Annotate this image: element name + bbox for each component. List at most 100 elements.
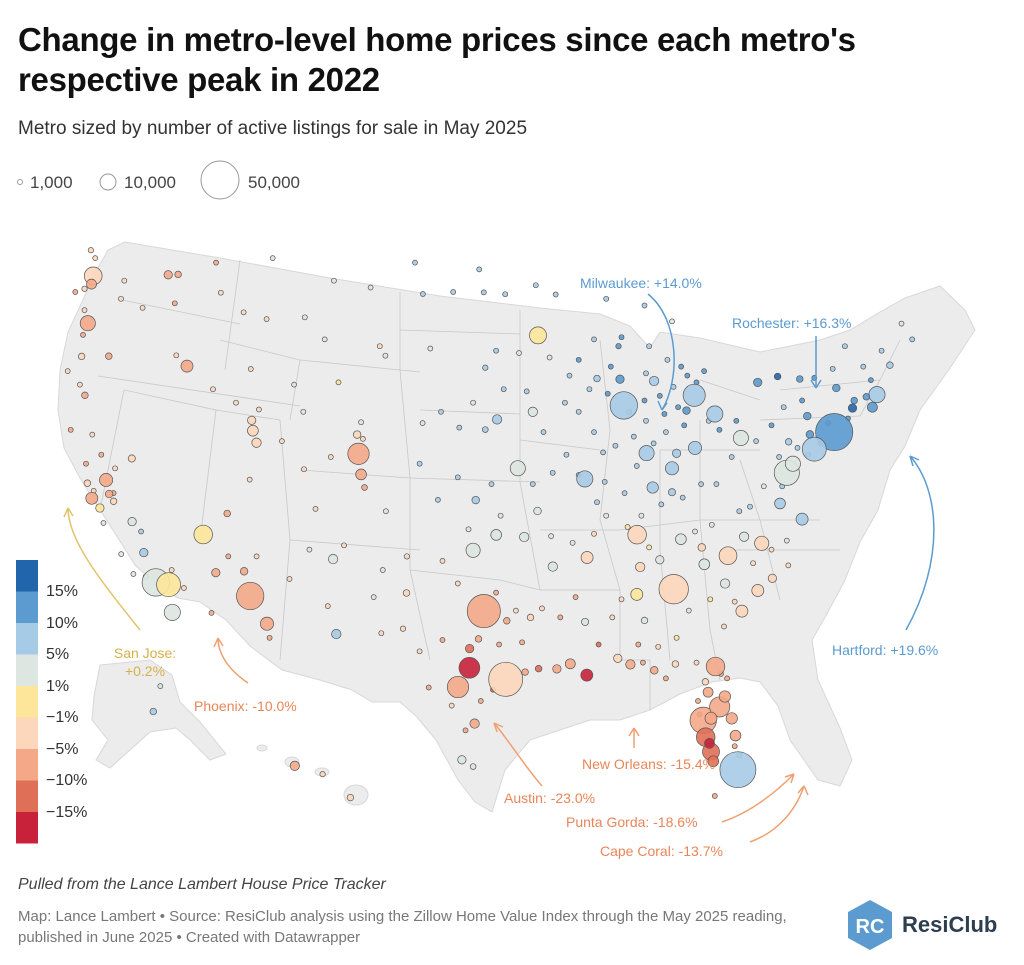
metro-bubble [217,289,224,296]
metro-bubble-small [324,603,331,609]
metro-bubble [519,531,530,543]
metro-bubble-small [860,363,867,370]
metro-bubble-small [681,422,688,429]
metro-bubble-small [516,350,522,356]
metro-bubble-small [496,641,502,648]
metro-bubble-small [549,469,556,476]
metro-bubble [79,315,96,332]
metro-bubble-small [842,343,848,350]
size-legend-circle-large [200,160,240,200]
color-legend-swatch [16,654,38,686]
metro-bubble [457,755,467,765]
metro-bubble [180,359,194,373]
san-jose-arrowhead [63,507,74,518]
metro-bubble [718,690,731,703]
metro-bubble [773,372,782,381]
metro-bubble [469,763,477,770]
metro-bubble [193,524,213,545]
metro-bubble [688,440,702,455]
metro-bubble [87,247,94,254]
milwaukee-arrow [647,293,675,411]
size-legend-label-large: 50,000 [248,173,300,192]
metro-bubble-small [331,277,337,284]
austin-arrowhead [493,722,504,733]
metro-bubble [627,525,647,545]
metro-bubble [521,668,529,676]
metro-bubble [211,568,221,578]
metro-bubble [355,468,367,481]
metro-bubble-small [448,702,455,709]
metro-bubble [139,548,149,558]
metro-bubble-small [454,474,461,481]
metro-bubble-small [736,508,743,515]
metro-bubble-small [562,399,568,406]
color-legend-label-neg5: −5% [46,741,78,758]
color-legend-label-15: 15% [46,583,78,600]
metro-bubble-small [470,399,476,406]
austin-arrow [493,722,543,787]
metro-bubble [465,644,475,654]
metro-bubble-small [909,336,916,343]
metro-bubble-small [898,320,905,327]
metro-bubble [527,406,538,417]
metro-bubble [646,481,659,494]
metro-bubble-small [77,381,83,388]
metro-bubble-small [416,648,423,655]
metro-bubble-small [321,336,328,343]
metro-bubble-small [540,429,547,435]
size-legend-label-medium: 10,000 [124,173,176,192]
metro-bubble-small [701,368,707,374]
color-legend-swatch [16,591,38,623]
chart-title: Change in metro-level home prices since … [18,21,856,98]
metro-bubble-small [454,580,461,587]
metro-bubble-small [213,259,219,266]
metro-bubble-small [594,499,600,506]
color-legend-label-10: 10% [46,615,78,632]
metro-bubble-small [378,630,385,637]
metro-bubble-small [539,605,545,612]
metro-bubble-small [603,295,610,302]
metro-bubble [85,491,99,505]
metro-bubble [832,383,841,393]
milwaukee-label: Milwaukee: +14.0% [580,275,702,291]
metro-bubble [615,343,622,350]
metro-bubble [655,555,665,565]
color-legend-swatch [16,686,38,718]
metro-bubble [650,666,659,675]
metro-bubble [482,426,489,433]
metro-bubble [815,413,854,452]
metro-bubble [83,479,92,487]
color-legend-swatch [16,749,38,781]
metro-bubble-small [618,596,625,603]
color-legend-swatch [16,812,38,844]
metro-bubble [672,448,682,458]
metro-bubble [480,289,487,296]
metro-bubble-small [513,607,519,614]
phoenix-arrow [217,637,249,684]
metro-bubble-small [523,388,530,395]
metro-bubble-small [327,454,334,460]
metro-bubble [803,411,812,421]
metro-bubble-small [476,266,483,273]
metro-bubble [850,396,858,405]
metro-bubble [174,270,182,279]
rochester-label: Rochester: +16.3% [732,315,851,331]
metro-bubble [247,424,259,437]
color-legend-labels: 15% 10% 5% 1% −1% −5% −10% −15% [46,583,87,821]
metro-bubble-small [768,422,775,429]
metro-bubble-small [246,476,253,483]
metro-bubble [615,374,625,384]
metro-bubble-small [618,334,625,341]
metro-bubble [665,461,679,476]
metro-bubble-small [760,483,767,490]
metro-bubble-small [208,610,215,616]
metro-bubble-small [370,594,377,600]
color-legend-swatch [16,780,38,812]
hartford-arrowhead [909,455,920,467]
metro-bubble-small [233,399,239,406]
metro-bubble [223,509,231,518]
hartford-label: Hartford: +19.6% [832,642,938,658]
metro-bubble-small [256,406,262,413]
metro-bubble [552,664,562,674]
metro-bubble-small [663,675,669,682]
